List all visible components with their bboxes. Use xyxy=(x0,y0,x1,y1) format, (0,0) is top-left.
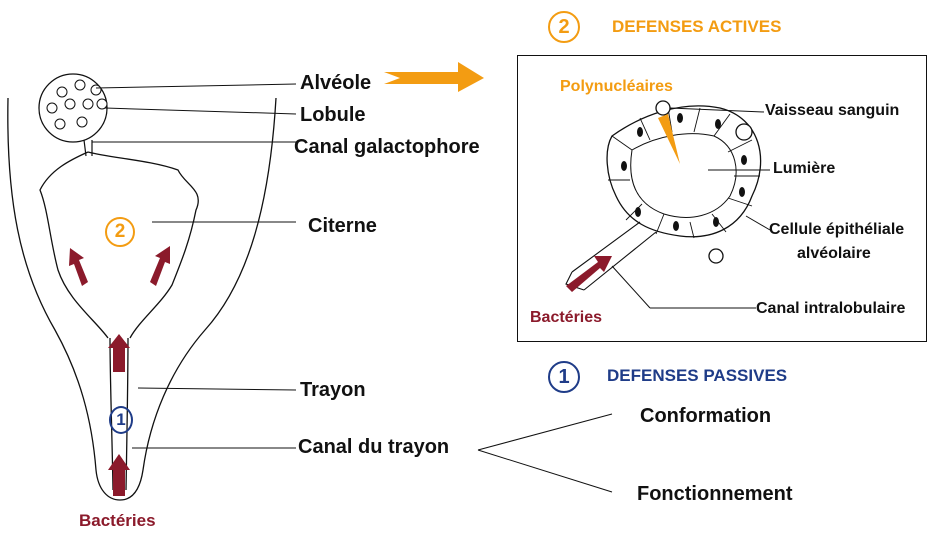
label-alveolaire: alvéolaire xyxy=(797,245,871,262)
label-vaisseau-sanguin: Vaisseau sanguin xyxy=(765,102,900,119)
label-bacteries-right: Bactéries xyxy=(530,309,603,326)
bacteria-arrows xyxy=(69,246,170,496)
orange-arrow xyxy=(384,62,484,92)
active-number-badge: 2 xyxy=(548,11,580,43)
label-canal-galactophore: Canal galactophore xyxy=(294,136,480,158)
label-polynucleaires: Polynucléaires xyxy=(560,78,673,95)
label-fonctionnement: Fonctionnement xyxy=(637,483,793,505)
udder-outline xyxy=(7,97,277,501)
active-defenses-box xyxy=(517,55,927,342)
alveoli-group xyxy=(46,79,108,130)
label-lobule: Lobule xyxy=(300,104,366,126)
passive-number-badge: 1 xyxy=(548,361,580,393)
label-conformation: Conformation xyxy=(640,405,772,427)
label-bacteries-left: Bactéries xyxy=(79,511,156,530)
label-cellule-epitheliale: Cellule épithéliale xyxy=(769,221,905,238)
polynucleaire-arrow xyxy=(658,114,680,164)
label-alveole: Alvéole xyxy=(300,72,372,94)
passive-defenses-title: DEFENSES PASSIVES xyxy=(607,366,788,385)
label-canal-du-trayon: Canal du trayon xyxy=(298,436,450,458)
leader-lines-right xyxy=(611,107,771,309)
alveolus-illustration xyxy=(565,100,762,291)
active-defenses-title: DEFENSES ACTIVES xyxy=(612,17,782,36)
label-citerne: Citerne xyxy=(308,215,377,237)
cistern-outline xyxy=(39,151,199,339)
label-trayon: Trayon xyxy=(300,379,366,401)
galactophore-duct xyxy=(83,139,93,157)
trayon-number-badge: 1 xyxy=(109,406,133,434)
label-canal-intralobulaire: Canal intralobulaire xyxy=(756,300,906,317)
label-lumiere: Lumière xyxy=(773,160,836,177)
inset-bacteria-arrow xyxy=(566,256,612,292)
leader-lines-left xyxy=(92,83,613,493)
citerne-number-badge: 2 xyxy=(105,217,135,247)
